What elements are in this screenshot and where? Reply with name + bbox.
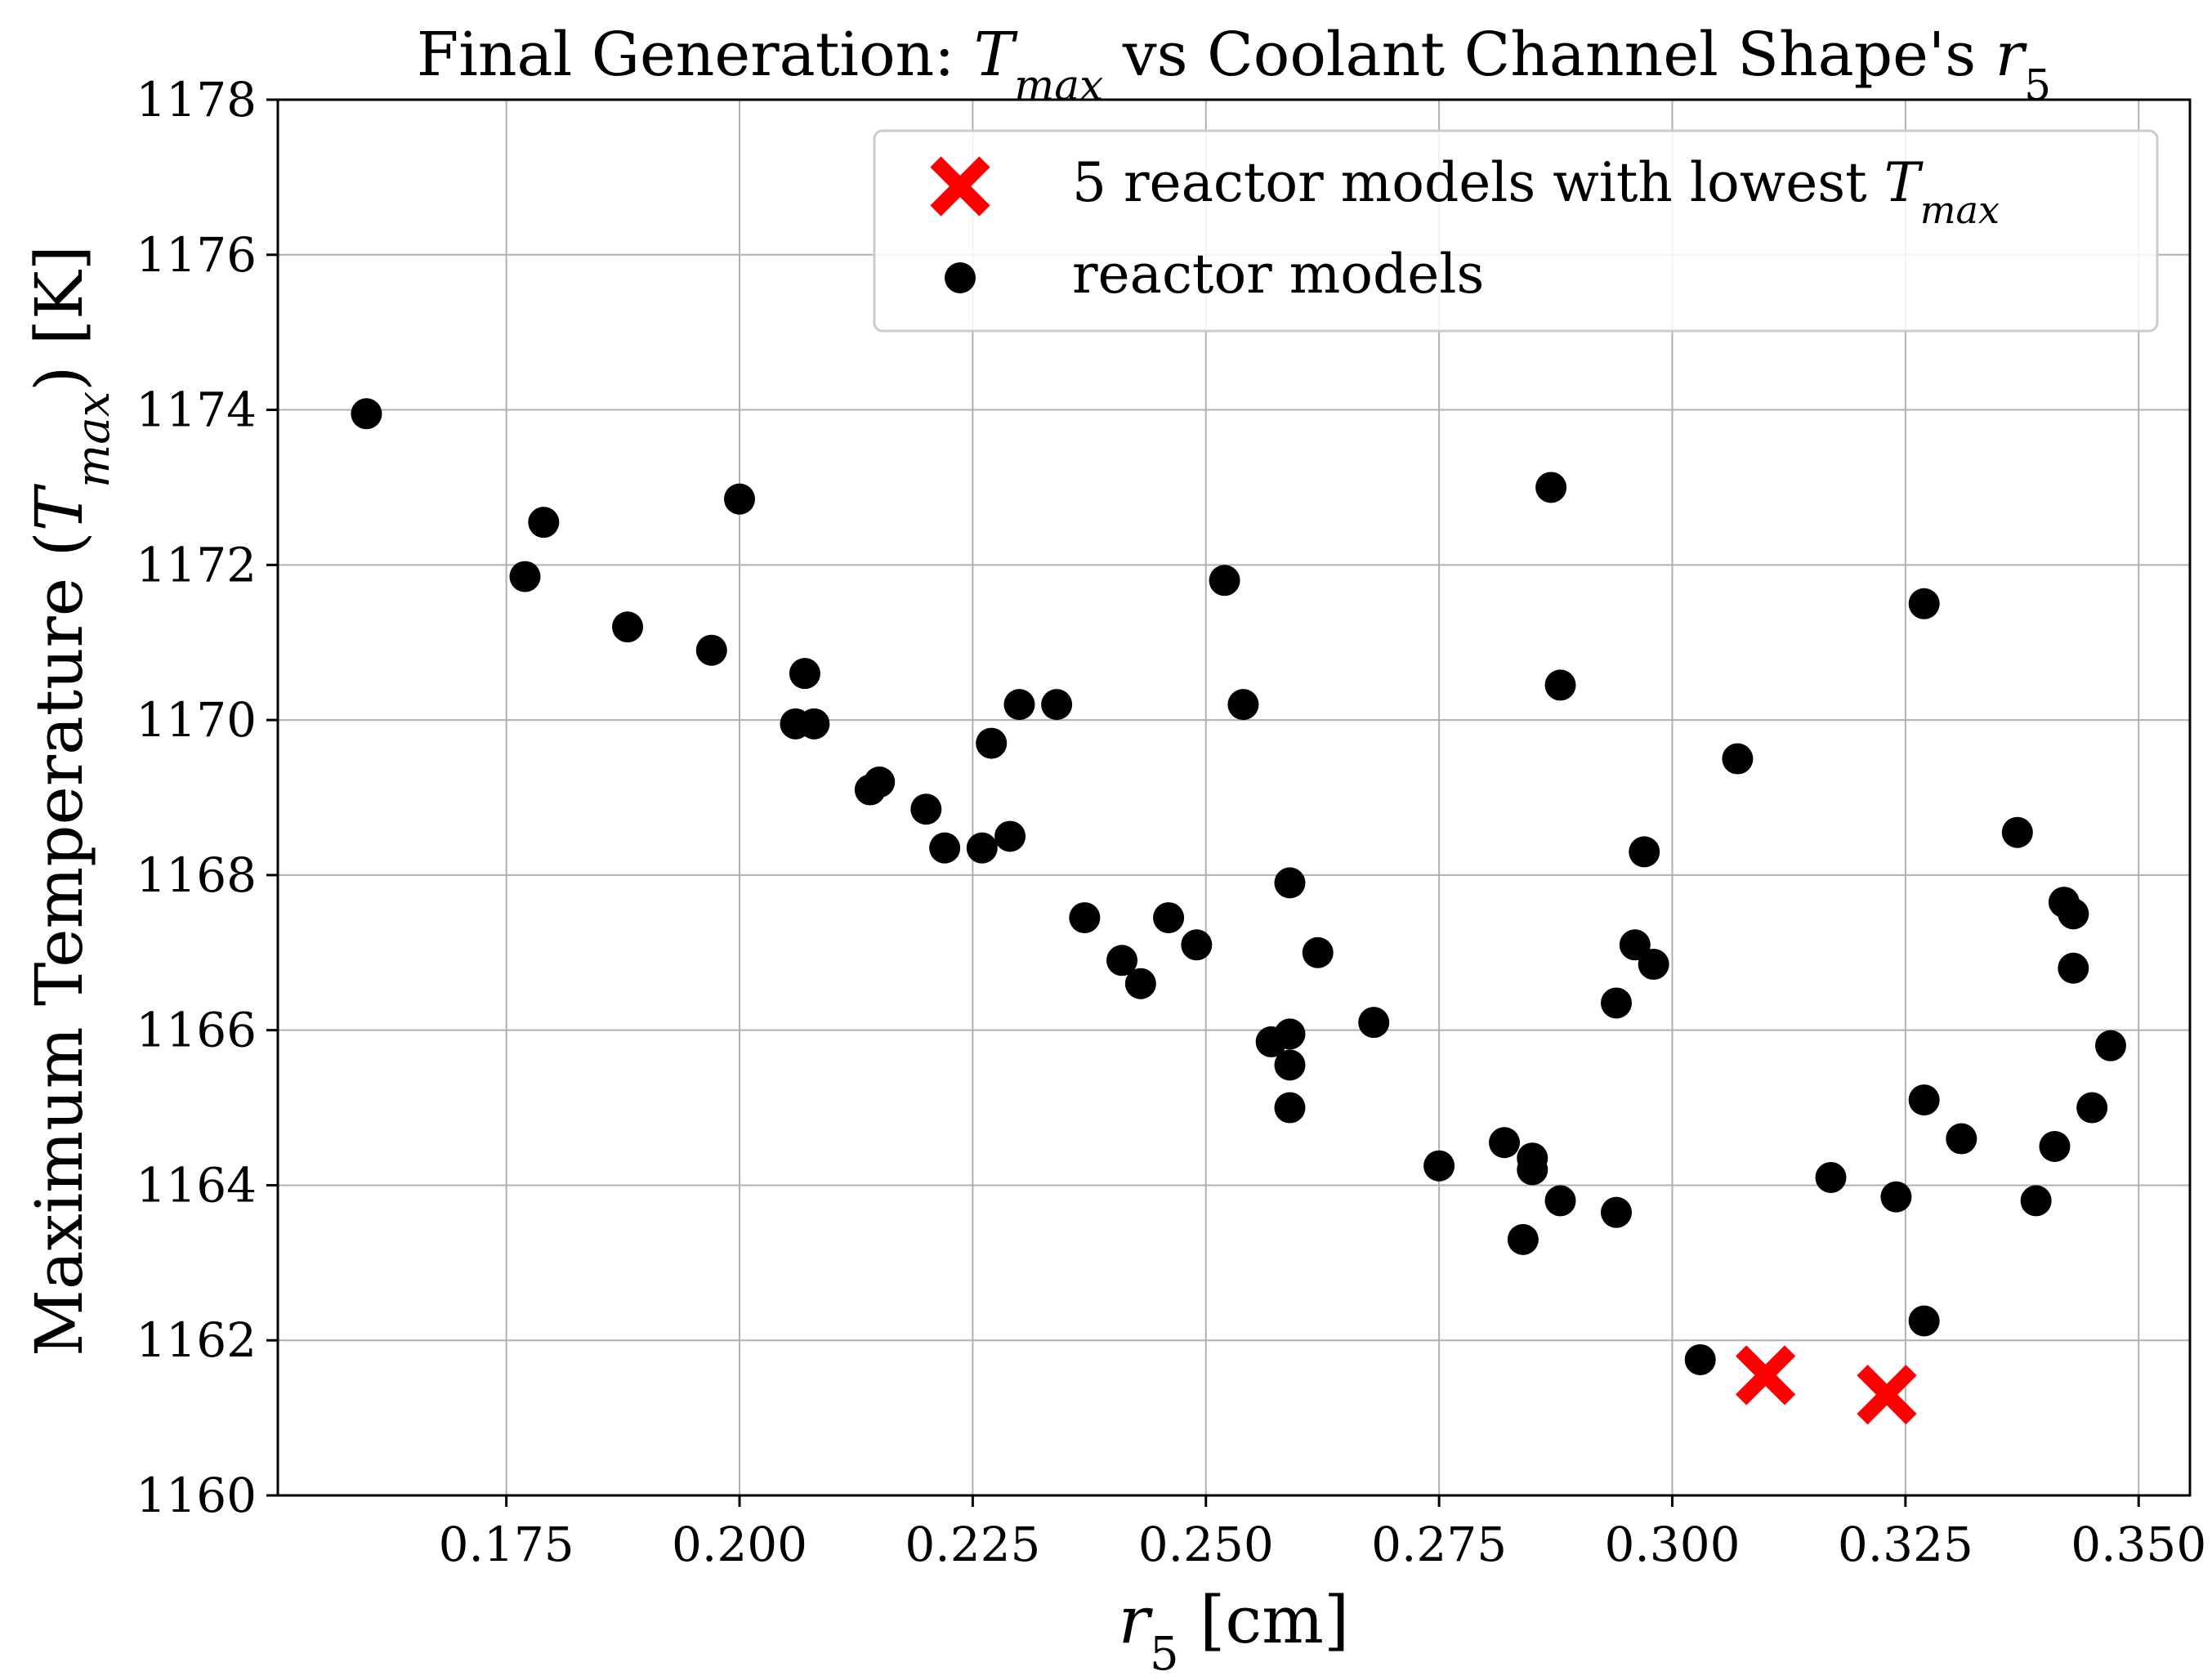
data-point <box>1181 929 1213 961</box>
y-tick-label: 1172 <box>136 537 257 592</box>
data-point <box>695 634 727 666</box>
data-point <box>1153 902 1185 934</box>
y-tick-label: 1162 <box>136 1312 257 1368</box>
y-tick-label: 1160 <box>136 1468 257 1523</box>
x-tick-label: 0.300 <box>1604 1517 1740 1572</box>
data-point <box>910 793 942 825</box>
data-point <box>798 708 830 740</box>
legend-label-reactor-models: reactor models <box>1072 243 1484 306</box>
y-tick-label: 1176 <box>136 227 257 283</box>
data-point <box>1722 743 1754 775</box>
data-point <box>1544 1185 1576 1217</box>
data-point <box>966 832 998 864</box>
data-point <box>724 483 756 515</box>
data-point <box>1507 1223 1539 1255</box>
data-point <box>2020 1185 2052 1217</box>
data-point <box>1209 565 1240 597</box>
data-point <box>1124 968 1156 999</box>
data-point <box>528 507 560 539</box>
data-point <box>1946 1123 1977 1155</box>
legend-label-lowest: 5 reactor models with lowest Tmax <box>1072 151 2000 232</box>
data-point <box>1227 689 1259 721</box>
x-tick-label: 0.175 <box>439 1517 574 1572</box>
data-point <box>2058 952 2089 984</box>
data-point <box>1274 1049 1306 1081</box>
data-point <box>1908 588 1940 619</box>
data-point <box>1517 1142 1548 1174</box>
data-point <box>1489 1127 1521 1159</box>
data-point <box>929 832 961 864</box>
x-tick-label: 0.200 <box>672 1517 807 1572</box>
data-point <box>612 611 644 643</box>
data-points <box>351 398 2126 1425</box>
data-point <box>1003 689 1035 721</box>
data-point <box>1601 987 1632 1019</box>
y-tick-label: 1170 <box>136 692 257 748</box>
data-point <box>994 820 1026 852</box>
y-tick-label: 1168 <box>136 847 257 903</box>
data-point <box>2039 1131 2071 1162</box>
data-point <box>1423 1150 1455 1182</box>
data-point <box>2094 1030 2126 1061</box>
plot-frame <box>276 98 2192 1497</box>
data-point-lowest <box>1736 1345 1796 1406</box>
data-point <box>789 658 820 690</box>
data-point <box>1880 1181 1912 1213</box>
y-axis-label: Maximum Temperature (Tmax) [K] <box>21 245 120 1356</box>
data-point <box>1069 902 1101 934</box>
x-tick-label: 0.225 <box>905 1517 1040 1572</box>
y-ticks: 1160 1162 1164 1166 1168 1170 1172 1174 1176 1178 <box>136 72 278 1523</box>
x-ticks: 0.175 0.200 0.225 0.250 0.275 0.300 0.325 0.350 <box>439 1495 2206 1572</box>
data-point <box>1274 867 1306 899</box>
data-point <box>864 766 896 798</box>
data-point <box>1638 949 1669 981</box>
data-point <box>1106 945 1138 977</box>
data-point <box>1908 1305 1940 1337</box>
data-point <box>1358 1007 1390 1039</box>
y-tick-label: 1164 <box>136 1157 257 1213</box>
data-point <box>1544 669 1576 701</box>
legend-box <box>873 129 2159 333</box>
data-point <box>1815 1161 1847 1193</box>
legend-marker-reactor-models <box>945 262 976 293</box>
x-axis-label: r5 [cm] <box>1119 1582 1349 1676</box>
legend: 5 reactor models with lowest Tmax reacto… <box>873 129 2159 333</box>
data-point <box>2001 816 2033 848</box>
data-point <box>1274 1092 1306 1124</box>
data-point <box>2076 1092 2108 1124</box>
data-point <box>1274 1018 1306 1050</box>
data-point <box>1619 929 1651 961</box>
x-tick-label: 0.250 <box>1138 1517 1274 1572</box>
data-point <box>2058 898 2089 930</box>
legend-x-marker <box>930 156 990 217</box>
y-tick-label: 1174 <box>136 382 257 438</box>
legend-marker-lowest <box>930 156 990 217</box>
data-point <box>976 727 1008 759</box>
x-tick-label: 0.275 <box>1371 1517 1507 1572</box>
x-tick-label: 0.325 <box>1838 1517 1973 1572</box>
data-point <box>1601 1196 1632 1228</box>
data-point <box>1302 936 1334 968</box>
data-point <box>1684 1343 1716 1375</box>
x-tick-label: 0.350 <box>2071 1517 2206 1572</box>
data-point <box>1535 472 1567 503</box>
chart-title: Final Generation: Tmax vs Coolant Channe… <box>417 20 2051 110</box>
data-point <box>509 561 541 592</box>
data-point <box>351 398 382 430</box>
data-point <box>1908 1084 1940 1116</box>
y-tick-label: 1166 <box>136 1003 257 1058</box>
data-point <box>1041 689 1073 721</box>
y-tick-label: 1178 <box>136 72 257 127</box>
data-point-lowest <box>1857 1365 1917 1425</box>
data-point <box>1629 836 1660 868</box>
